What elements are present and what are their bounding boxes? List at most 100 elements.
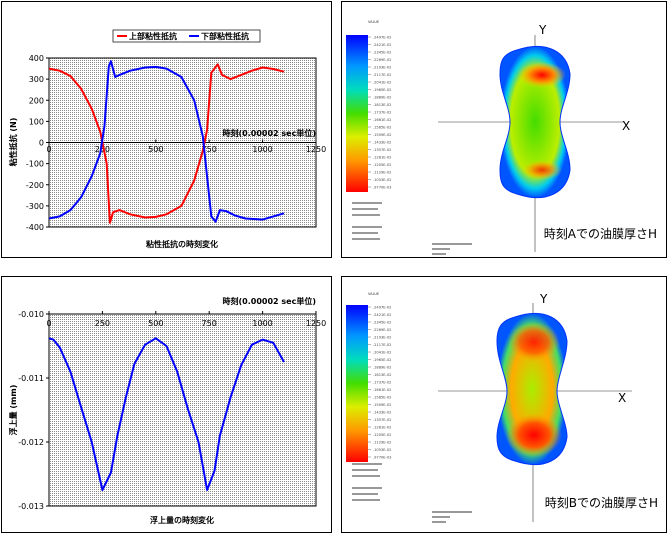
scale-value-label: .9770E-03 <box>373 456 391 460</box>
scale-value-label: .9770E-03 <box>373 186 391 190</box>
x-tick-label: 1000 <box>252 319 272 328</box>
scale-value-label: .1205E-02 <box>373 163 391 167</box>
scale-value-label: .1129E-02 <box>373 171 391 175</box>
contour-caption: 時刻Aでの油膜厚さH <box>544 227 657 241</box>
y-tick-label: 0 <box>39 139 44 148</box>
scale-value-label: .1965E-02 <box>373 88 391 92</box>
scale-value-label: .1737E-02 <box>373 111 391 115</box>
scale-value-label: .2117E-02 <box>373 73 391 77</box>
scale-value-label: .2421E-02 <box>373 313 391 317</box>
y-tick-label: -0.011 <box>18 374 44 383</box>
y-tick-label: -0.013 <box>18 502 44 511</box>
scale-value-label: .2421E-02 <box>373 43 391 47</box>
scale-value-label: .1661E-02 <box>373 118 391 122</box>
x-tick-label: 750 <box>202 319 217 328</box>
x-tick-label: 1250 <box>306 319 326 328</box>
scale-value-label: .1281E-02 <box>373 156 391 160</box>
y-axis-letter: Y <box>539 292 548 306</box>
scale-value-label: .1889E-02 <box>373 96 391 100</box>
viscous-resistance-chart: 上部粘性抵抗 下部粘性抵抗 4003002001000-100-200-300-4… <box>8 29 326 249</box>
high-pressure-zone-bottom <box>506 413 562 457</box>
x-tick-label: 1250 <box>306 145 326 154</box>
scale-title: VALUE <box>368 20 379 24</box>
scale-value-label: .2117E-02 <box>373 343 391 347</box>
y-tick-label: 400 <box>29 54 44 63</box>
scale-value-label: .2193E-02 <box>373 336 391 340</box>
x-tick-label: 0 <box>46 319 51 328</box>
y-tick-label: 100 <box>29 117 44 126</box>
high-pressure-zone-top <box>508 322 560 362</box>
y-tick-label: -200 <box>26 181 44 190</box>
y-tick-label: -300 <box>26 202 44 211</box>
scale-value-label: .2345E-02 <box>373 321 391 325</box>
series-line-1 <box>48 63 285 224</box>
scale-value-label: .2497E-02 <box>373 36 391 40</box>
scale-value-label: .2269E-02 <box>373 58 391 62</box>
y-axis-label: 浮上量 (mm) <box>8 385 18 436</box>
scale-value-label: .1509E-02 <box>373 403 391 407</box>
flying-height-panel: -0.010 -0.011 -0.012 -0.013 0 250 500 750 1000 1… <box>1 276 332 533</box>
x-axis-label: 時刻(0.00002 sec単位) <box>223 128 316 138</box>
scale-value-label: .1053E-02 <box>373 448 391 452</box>
scale-value-label: .1813E-02 <box>373 373 391 377</box>
legend-footnotes <box>352 463 472 523</box>
scale-value-label: .1281E-02 <box>373 426 391 430</box>
y-tick-label: 300 <box>29 75 44 84</box>
color-scale-bar <box>346 305 368 462</box>
scale-value-label: .2345E-02 <box>373 51 391 55</box>
chart-caption: 浮上量の時刻変化 <box>150 515 214 525</box>
high-pressure-zone-bottom <box>522 160 562 180</box>
y-tick-label: 200 <box>29 96 44 105</box>
x-tick-label: 750 <box>202 145 217 154</box>
oil-film-contour-a-panel: VALUE .2497E-02 .2421E-02 .2345E-02 .2269E-… <box>341 1 667 258</box>
scale-value-label: .2041E-02 <box>373 81 391 85</box>
x-axis-letter: X <box>622 119 630 133</box>
legend-box <box>112 29 261 43</box>
legend-footnotes <box>352 202 472 255</box>
color-scale-labels: .2497E-02 .2421E-02 .2345E-02 .2269E-02 .219… <box>368 36 391 190</box>
scale-value-label: .1737E-02 <box>373 381 391 385</box>
x-tick-label: 1000 <box>252 145 272 154</box>
scale-value-label: .1433E-02 <box>373 141 391 145</box>
viscous-resistance-panel: 上部粘性抵抗 下部粘性抵抗 400 300 200 100 0 -100 -200 -300 -4… <box>1 1 332 258</box>
x-tick-label: 250 <box>95 319 110 328</box>
y-tick-label: -0.012 <box>18 438 44 447</box>
series-line-2 <box>48 60 285 223</box>
x-axis-letter: X <box>618 391 626 405</box>
y-tick-label: -0.010 <box>18 310 44 319</box>
scale-value-label: .2041E-02 <box>373 351 391 355</box>
x-tick-label: 500 <box>148 319 163 328</box>
color-scale-labels: .2497E-02 .2421E-02 .2345E-02 .2269E-02 .219… <box>368 306 391 460</box>
legend-label-1: 上部粘性抵抗 <box>129 31 177 41</box>
y-axis-letter: Y <box>538 23 547 37</box>
plot-area <box>48 313 317 507</box>
scale-value-label: .2193E-02 <box>373 66 391 70</box>
scale-value-label: .1053E-02 <box>373 178 391 182</box>
scale-value-label: .2497E-02 <box>373 306 391 310</box>
y-axis-label: 粘性抵抗 (N) <box>8 118 18 168</box>
legend: 上部粘性抵抗 下部粘性抵抗 <box>112 29 261 43</box>
x-tick-label: 500 <box>148 145 163 154</box>
high-pressure-zone-top <box>518 62 566 88</box>
x-axis-label: 時刻(0.00002 sec単位) <box>223 296 316 306</box>
scale-value-label: .1585E-02 <box>373 126 391 130</box>
x-tick-label: 250 <box>95 145 110 154</box>
scale-value-label: .1357E-02 <box>373 418 391 422</box>
scale-value-label: .1889E-02 <box>373 366 391 370</box>
scale-value-label: .1585E-02 <box>373 396 391 400</box>
scale-value-label: .1661E-02 <box>373 388 391 392</box>
scale-value-label: .1509E-02 <box>373 133 391 137</box>
scale-value-label: .1357E-02 <box>373 148 391 152</box>
scale-value-label: .1813E-02 <box>373 103 391 107</box>
chart-caption: 粘性抵抗の時刻変化 <box>145 239 218 249</box>
oil-film-contour-a: VALUE .2497E-02 .2421E-02 .2345E-02 .2269E-… <box>346 20 657 255</box>
scale-value-label: .2269E-02 <box>373 328 391 332</box>
oil-film-contour-b: VALUE .2497E-02 .2421E-02 .2345E-02 .2269E-… <box>346 292 658 523</box>
x-tick-label: 0 <box>46 145 51 154</box>
scale-value-label: .1433E-02 <box>373 411 391 415</box>
color-scale-bar <box>346 35 368 192</box>
contour-caption: 時刻Bでの油膜厚さH <box>545 496 658 510</box>
scale-value-label: .1965E-02 <box>373 358 391 362</box>
y-tick-label: -400 <box>26 223 44 232</box>
series-line-1 <box>48 337 285 491</box>
